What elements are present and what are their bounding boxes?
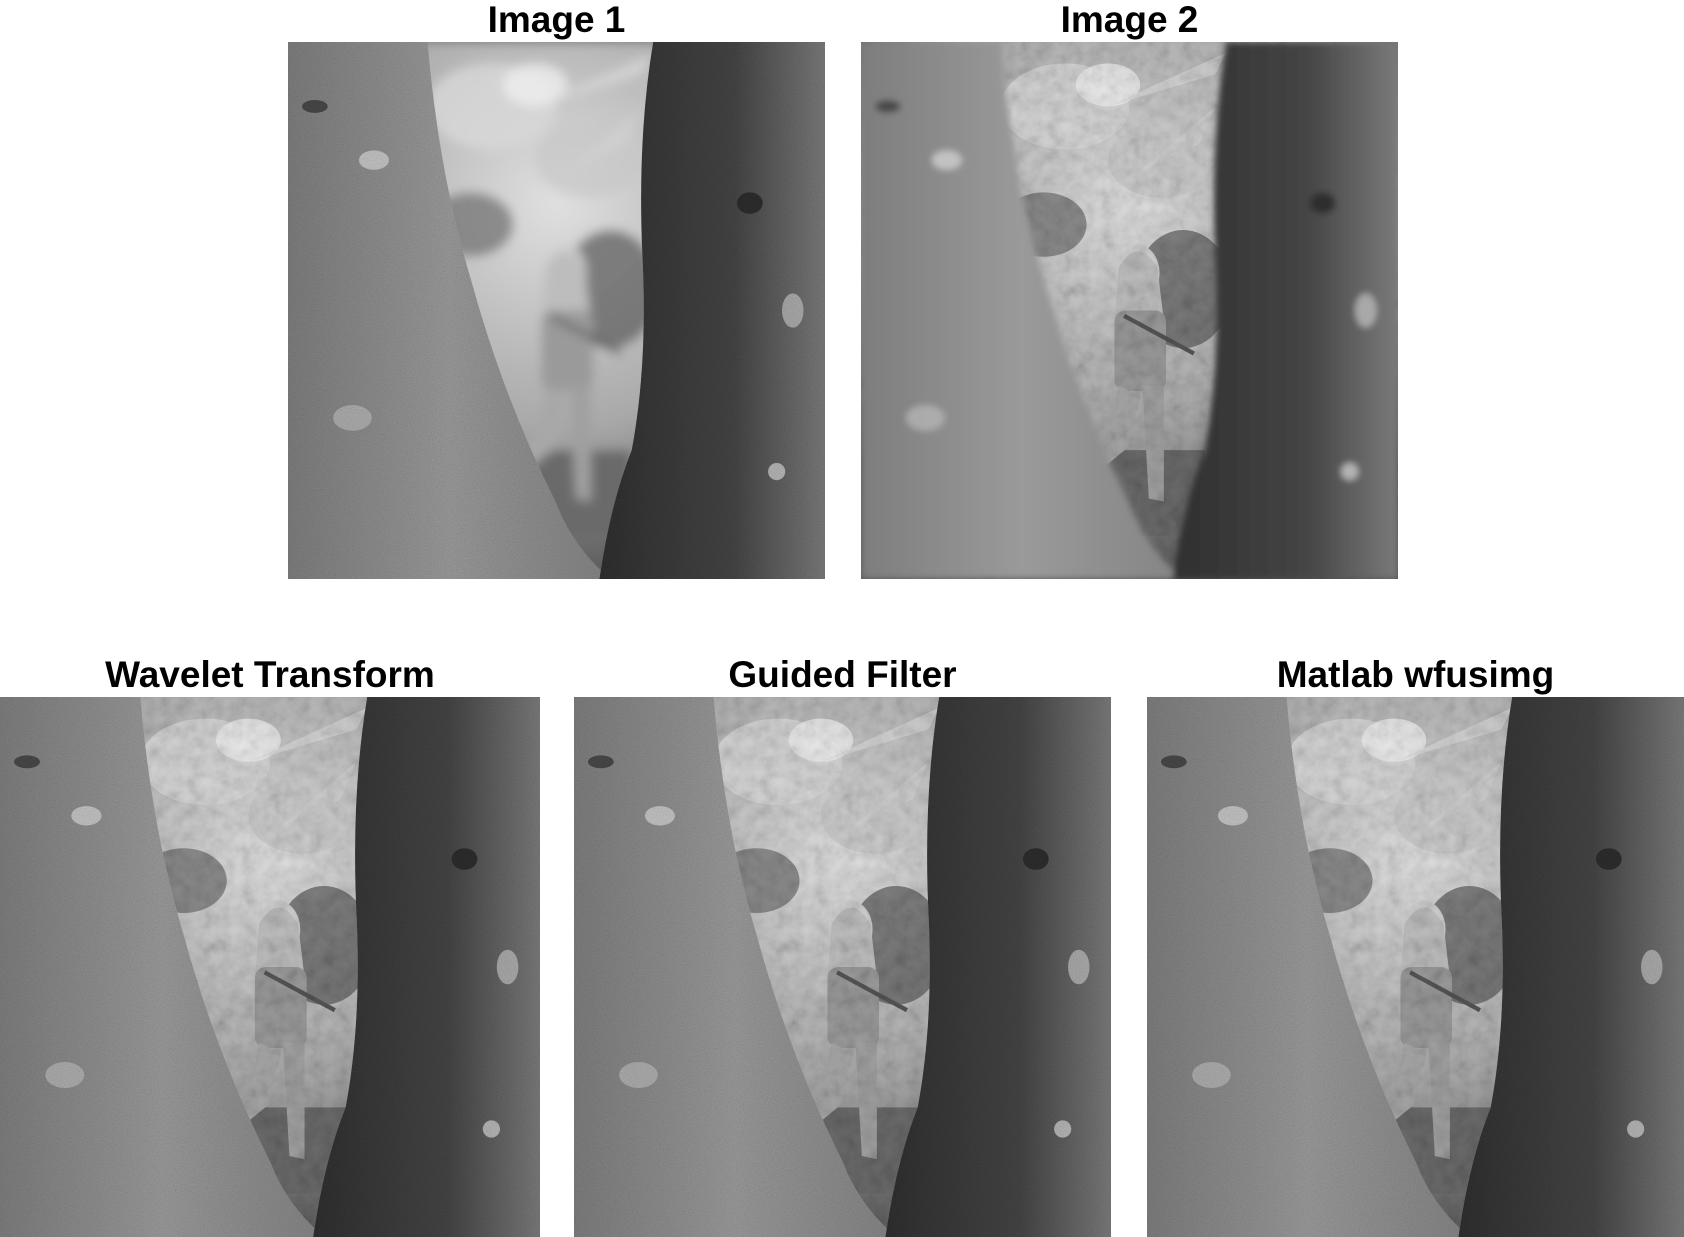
photo-image-2: [861, 42, 1398, 579]
panel-matlab-wfusimg: Matlab wfusimg: [1147, 655, 1684, 1237]
photo-guided-filter: [574, 697, 1111, 1237]
panel-title-guided-filter: Guided Filter: [728, 654, 957, 695]
panel-image-1: Image 1: [288, 0, 825, 579]
photo-matlab-wfusimg: [1147, 697, 1684, 1237]
panel-wavelet-transform: Wavelet Transform: [0, 655, 540, 1237]
panel-image-2: Image 2: [861, 0, 1398, 579]
panel-title-wavelet-transform: Wavelet Transform: [105, 654, 435, 695]
photo-image-1: [288, 42, 825, 579]
photo-wavelet-transform: [0, 697, 540, 1237]
panel-title-image-1: Image 1: [487, 0, 626, 40]
panel-title-matlab-wfusimg: Matlab wfusimg: [1276, 654, 1555, 695]
panel-guided-filter: Guided Filter: [574, 655, 1111, 1237]
panel-title-image-2: Image 2: [1060, 0, 1199, 40]
